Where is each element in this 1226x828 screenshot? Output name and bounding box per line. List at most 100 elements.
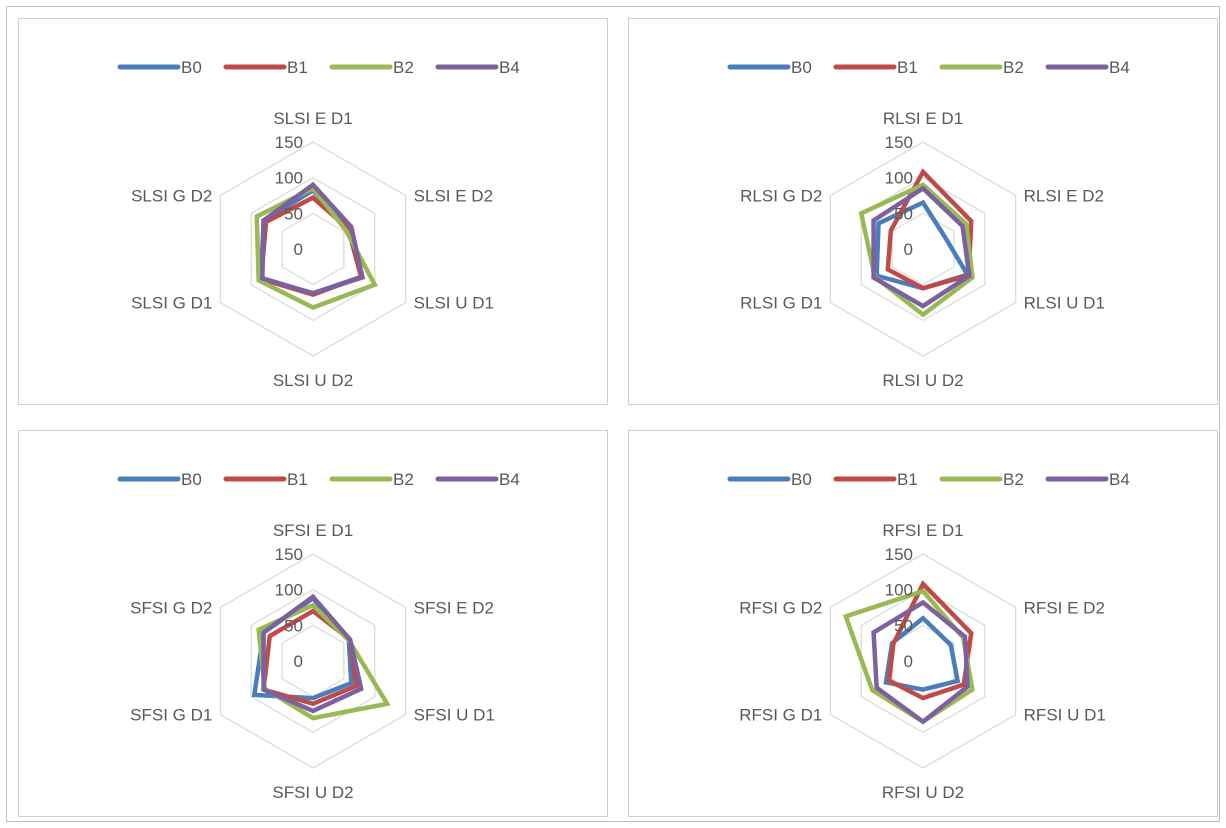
legend-label: B1 — [287, 470, 308, 489]
legend-label: B2 — [1003, 470, 1024, 489]
tick-label: 0 — [904, 240, 913, 259]
legend-label: B0 — [181, 58, 202, 77]
radar-grid — [219, 141, 407, 357]
legend-label: B4 — [1109, 470, 1130, 489]
radial-tick-labels: 0 50 100 150 — [275, 133, 303, 259]
axis-label: RFSI E D2 — [1024, 599, 1105, 618]
axis-label: SFSI E D1 — [273, 521, 353, 540]
tick-label: 50 — [284, 616, 303, 635]
series-b4-polygon — [260, 181, 366, 296]
legend-item-b2: B2 — [329, 58, 414, 77]
grid-ring-3 — [829, 553, 1017, 769]
tick-label: 50 — [894, 616, 913, 635]
tick-label: 50 — [894, 204, 913, 223]
axis-label: SLSI G D1 — [131, 294, 212, 313]
axis-label: RLSI U D2 — [882, 371, 963, 390]
axis-label: SFSI U D1 — [414, 706, 495, 725]
radial-tick-labels: 0 50 100 150 — [275, 545, 303, 671]
series-b1-polygon — [885, 168, 974, 291]
tick-label: 150 — [885, 545, 913, 564]
legend-label: B2 — [393, 58, 414, 77]
series-b4-polygon — [871, 185, 972, 309]
radar-grid — [219, 553, 407, 769]
grid-ring-1 — [281, 624, 345, 698]
radar-chart-4: B0 B1 B2 B4 0 50 100 150 RFSI E D1 RFSI E D2 RFSI … — [628, 430, 1218, 817]
legend-label: B2 — [1003, 58, 1024, 77]
legend-label: B4 — [499, 470, 520, 489]
series-b2-polygon — [254, 185, 378, 310]
outer-frame — [6, 6, 1220, 822]
radar-chart-1: B0 B1 B2 B4 0 50 100 150 SLSI E D1 SLSI E D2 SLSI … — [18, 18, 608, 405]
legend-label: B0 — [181, 470, 202, 489]
legend-label: B1 — [897, 470, 918, 489]
axis-label: RFSI U D1 — [1024, 706, 1106, 725]
legend-item-b0: B0 — [727, 58, 812, 77]
legend-label: B2 — [393, 470, 414, 489]
tick-label: 100 — [275, 581, 303, 600]
axis-label: RFSI U D2 — [882, 783, 964, 802]
axis-label: SFSI G D2 — [130, 599, 212, 618]
legend: B0 B1 B2 B4 — [117, 58, 520, 77]
legend: B0 B1 B2 B4 — [727, 58, 1130, 77]
radial-tick-labels: 0 50 100 150 — [885, 133, 913, 259]
radial-tick-labels: 0 50 100 150 — [885, 545, 913, 671]
tick-label: 0 — [294, 240, 303, 259]
series-group — [858, 168, 975, 318]
tick-label: 100 — [275, 169, 303, 188]
legend-item-b1: B1 — [833, 470, 918, 489]
legend-label: B0 — [791, 58, 812, 77]
tick-label: 0 — [294, 652, 303, 671]
legend-item-b1: B1 — [223, 58, 308, 77]
series-b4-polygon — [871, 599, 970, 725]
grid-ring-3 — [219, 553, 407, 769]
grid-ring-2 — [860, 588, 986, 734]
series-b2-polygon — [858, 182, 975, 318]
axis-label: RFSI E D1 — [882, 521, 963, 540]
legend-label: B1 — [287, 58, 308, 77]
legend-item-b4: B4 — [1045, 58, 1130, 77]
grid-ring-1 — [891, 212, 955, 286]
tick-label: 50 — [284, 204, 303, 223]
axis-labels: RLSI E D1 RLSI E D2 RLSI U D1 RLSI U D2 RLSI… — [740, 109, 1105, 390]
axis-labels: RFSI E D1 RFSI E D2 RFSI U D1 RFSI U D2 RFSI… — [739, 521, 1106, 802]
legend-item-b4: B4 — [435, 58, 520, 77]
legend: B0 B1 B2 B4 — [117, 470, 520, 489]
tick-label: 0 — [904, 652, 913, 671]
legend-item-b2: B2 — [939, 470, 1024, 489]
legend-label: B4 — [1109, 58, 1130, 77]
grid-ring-2 — [250, 176, 376, 322]
legend-item-b4: B4 — [435, 470, 520, 489]
axis-label: SFSI G D1 — [130, 706, 212, 725]
grid-ring-3 — [219, 141, 407, 357]
axis-label: RFSI G D1 — [739, 706, 822, 725]
series-group — [251, 593, 391, 721]
series-group — [254, 181, 378, 310]
tick-label: 150 — [885, 133, 913, 152]
series-group — [842, 580, 975, 725]
axis-label: SLSI U D1 — [414, 294, 494, 313]
legend: B0 B1 B2 B4 — [727, 470, 1130, 489]
grid-ring-1 — [281, 212, 345, 286]
axis-label: SLSI E D2 — [414, 187, 493, 206]
legend-item-b2: B2 — [939, 58, 1024, 77]
axis-label: RLSI G D1 — [740, 294, 822, 313]
tick-label: 100 — [885, 581, 913, 600]
legend-item-b2: B2 — [329, 470, 414, 489]
tick-label: 150 — [275, 133, 303, 152]
legend-label: B1 — [897, 58, 918, 77]
legend-item-b4: B4 — [1045, 470, 1130, 489]
radar-chart-2: B0 B1 B2 B4 0 50 100 150 RLSI E D1 RLSI E D2 RLSI … — [628, 18, 1218, 405]
axis-label: SFSI U D2 — [272, 783, 353, 802]
axis-label: RLSI U D1 — [1024, 294, 1105, 313]
axis-label: RLSI E D2 — [1024, 187, 1104, 206]
legend-item-b0: B0 — [117, 470, 202, 489]
axis-label: SLSI G D2 — [131, 187, 212, 206]
axis-label: RLSI G D2 — [740, 187, 822, 206]
axis-label: SFSI E D2 — [414, 599, 494, 618]
series-b4-polygon — [261, 593, 364, 714]
axis-labels: SFSI E D1 SFSI E D2 SFSI U D1 SFSI U D2 SFSI… — [130, 521, 495, 802]
series-b1-polygon — [886, 580, 974, 701]
